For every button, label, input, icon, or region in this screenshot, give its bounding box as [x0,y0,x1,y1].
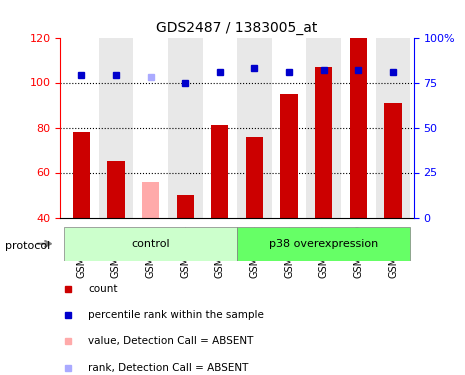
Text: percentile rank within the sample: percentile rank within the sample [88,310,264,320]
Bar [376,38,411,218]
Text: count: count [88,284,118,294]
Bar [64,38,99,218]
Text: value, Detection Call = ABSENT: value, Detection Call = ABSENT [88,336,253,346]
Bar [99,38,133,218]
Bar [133,38,168,218]
Bar [142,182,159,218]
Bar [306,38,341,218]
Bar [341,38,376,218]
Bar [168,38,202,218]
Bar [246,136,263,218]
Bar [350,38,367,218]
Bar [315,67,332,218]
Text: control: control [131,239,170,249]
Bar [237,227,411,261]
Bar [177,195,194,217]
Bar [107,161,125,218]
Bar [202,38,237,218]
Bar [211,125,228,218]
Bar [280,94,298,218]
Bar [385,103,402,218]
Title: GDS2487 / 1383005_at: GDS2487 / 1383005_at [156,21,318,35]
Text: p38 overexpression: p38 overexpression [269,239,379,249]
Bar [272,38,306,218]
Bar [64,227,237,261]
Bar [73,132,90,218]
Text: protocol: protocol [5,241,50,250]
Bar [237,38,272,218]
Text: rank, Detection Call = ABSENT: rank, Detection Call = ABSENT [88,363,248,373]
